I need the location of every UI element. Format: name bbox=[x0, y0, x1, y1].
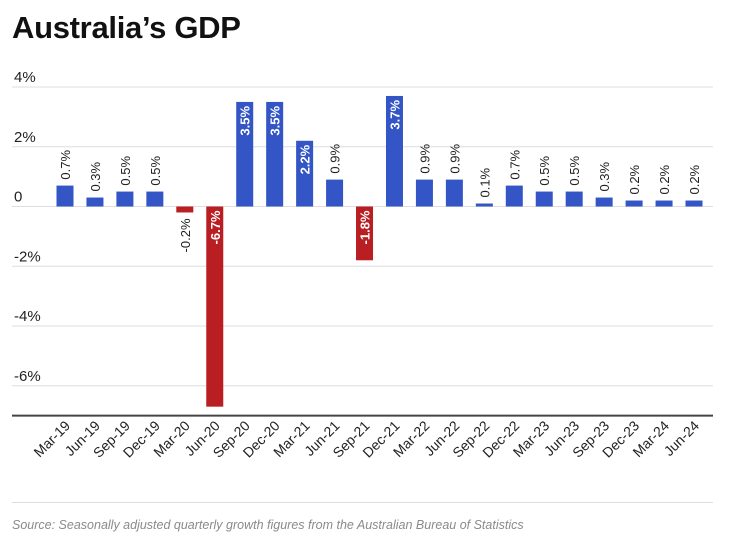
chart-title: Australia’s GDP bbox=[12, 10, 241, 45]
bar bbox=[625, 200, 643, 207]
y-tick-label: -6% bbox=[14, 368, 41, 385]
bar-value-label: 0.9% bbox=[328, 144, 343, 174]
bar-value-label: 0.9% bbox=[447, 144, 462, 174]
bar-value-label: 3.5% bbox=[268, 106, 283, 136]
bar bbox=[326, 179, 344, 207]
gdp-bar-chart: 4%2%0-2%-4%-6% 0.7%Mar-190.3%Jun-190.5%S… bbox=[12, 69, 713, 461]
bar-value-label: 0.2% bbox=[687, 164, 702, 194]
bar-value-label: -0.2% bbox=[178, 218, 193, 252]
bar bbox=[176, 206, 194, 213]
y-tick-label: -2% bbox=[14, 248, 41, 265]
bar-value-label: 3.5% bbox=[238, 106, 253, 136]
bar bbox=[655, 200, 673, 207]
source-note: Source: Seasonally adjusted quarterly gr… bbox=[12, 518, 524, 532]
bar bbox=[505, 185, 523, 207]
bar bbox=[206, 206, 224, 407]
bar-value-label: 0.5% bbox=[537, 155, 552, 185]
bar bbox=[685, 200, 703, 207]
bar bbox=[236, 101, 254, 207]
bar-value-label: 0.7% bbox=[58, 150, 73, 180]
y-tick-label: 4% bbox=[14, 69, 36, 86]
bar bbox=[475, 203, 493, 207]
bar bbox=[116, 191, 134, 207]
bar bbox=[296, 140, 314, 207]
footer-divider bbox=[12, 502, 713, 503]
bar-value-label: 0.2% bbox=[657, 164, 672, 194]
bar-value-label: 0.5% bbox=[148, 155, 163, 185]
bar bbox=[266, 101, 284, 207]
bar bbox=[385, 95, 403, 207]
bar-value-label: 0.1% bbox=[477, 167, 492, 197]
bar-value-label: -6.7% bbox=[208, 210, 223, 244]
bar bbox=[56, 185, 74, 207]
bar bbox=[146, 191, 164, 207]
bar-value-label: 2.2% bbox=[298, 144, 313, 174]
bar bbox=[445, 179, 463, 207]
bar-value-label: 0.5% bbox=[118, 155, 133, 185]
bar bbox=[565, 191, 583, 207]
bar-value-label: 0.3% bbox=[597, 161, 612, 191]
bar bbox=[415, 179, 433, 207]
bar-value-label: 0.5% bbox=[567, 155, 582, 185]
y-tick-label: 0 bbox=[14, 189, 22, 206]
bar bbox=[535, 191, 553, 207]
y-tick-label: -4% bbox=[14, 308, 41, 325]
bar bbox=[356, 206, 374, 261]
y-tick-label: 2% bbox=[14, 129, 36, 146]
bar bbox=[86, 197, 104, 207]
bar-value-label: 0.3% bbox=[88, 161, 103, 191]
bar-value-label: 0.9% bbox=[417, 144, 432, 174]
bar-value-label: 0.2% bbox=[627, 164, 642, 194]
bar-value-label: 0.7% bbox=[507, 150, 522, 180]
bar bbox=[595, 197, 613, 207]
bar-value-label: 3.7% bbox=[387, 100, 402, 130]
bar-value-label: -1.8% bbox=[358, 210, 373, 244]
